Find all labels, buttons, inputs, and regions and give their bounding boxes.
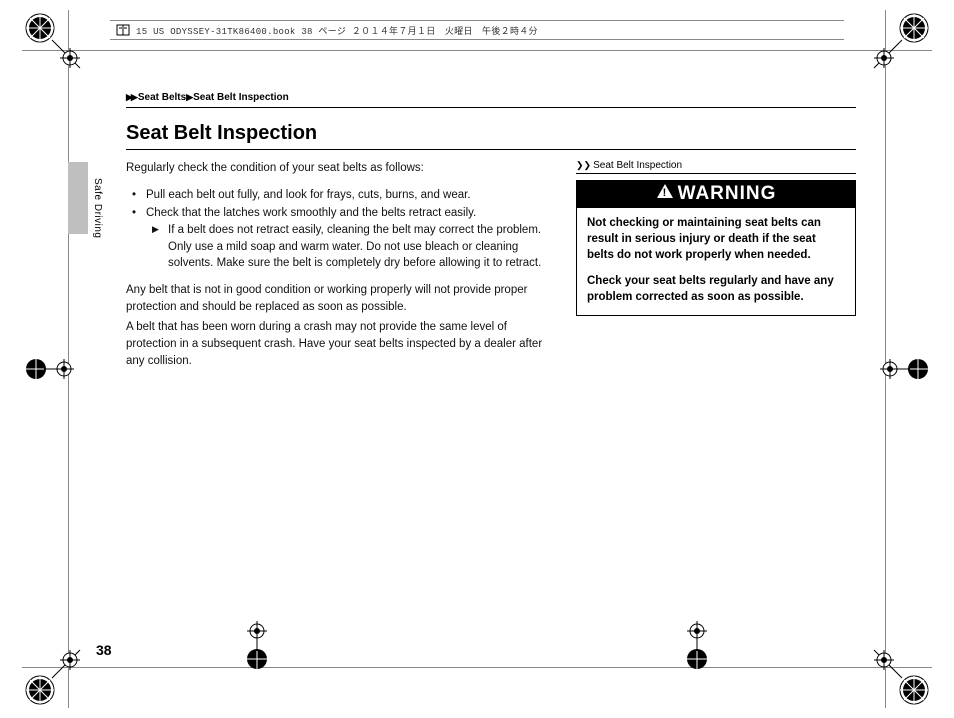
file-header-bar: 15 US ODYSSEY-31TK86400.book 38 ページ ２０１４… bbox=[110, 20, 844, 40]
page-number: 38 bbox=[96, 642, 112, 658]
registration-mark-icon bbox=[878, 342, 932, 396]
sidebar-heading: ❯❯Seat Belt Inspection bbox=[576, 160, 856, 174]
double-chevron-icon: ❯❯ bbox=[576, 160, 591, 170]
sub-list-item: If a belt does not retract easily, clean… bbox=[146, 222, 550, 272]
book-icon bbox=[116, 23, 130, 37]
sidebar-column: ❯❯Seat Belt Inspection ! WARNING Not che… bbox=[576, 160, 856, 369]
page-title: Seat Belt Inspection bbox=[126, 122, 856, 150]
section-tab bbox=[68, 162, 88, 234]
sidebar-heading-text: Seat Belt Inspection bbox=[593, 160, 682, 171]
manual-page: 15 US ODYSSEY-31TK86400.book 38 ページ ２０１４… bbox=[0, 0, 954, 718]
list-item-text: Check that the latches work smoothly and… bbox=[146, 207, 476, 219]
warning-paragraph: Check your seat belts regularly and have… bbox=[587, 273, 845, 305]
breadcrumb-seg: Seat Belts bbox=[138, 92, 186, 103]
two-column-layout: Regularly check the condition of your se… bbox=[126, 160, 856, 369]
breadcrumb-seg: Seat Belt Inspection bbox=[193, 92, 289, 103]
registration-mark-icon bbox=[872, 648, 932, 708]
triangle-right-icon: ▶▶ bbox=[126, 92, 136, 102]
warning-label: WARNING bbox=[678, 183, 777, 205]
content-area: ▶▶Seat Belts▶Seat Belt Inspection Seat B… bbox=[126, 86, 856, 638]
bullet-list: Pull each belt out fully, and look for f… bbox=[126, 187, 550, 272]
intro-text: Regularly check the condition of your se… bbox=[126, 160, 550, 177]
warning-body: Not checking or maintaining seat belts c… bbox=[577, 208, 855, 315]
crop-line bbox=[22, 667, 932, 668]
registration-mark-icon bbox=[22, 342, 76, 396]
list-item: Check that the latches work smoothly and… bbox=[138, 205, 550, 272]
crop-line bbox=[22, 50, 932, 51]
registration-mark-icon bbox=[22, 10, 82, 70]
warning-title-bar: ! WARNING bbox=[577, 181, 855, 208]
list-item: Pull each belt out fully, and look for f… bbox=[138, 187, 550, 204]
registration-mark-icon bbox=[872, 10, 932, 70]
triangle-right-icon: ▶ bbox=[186, 92, 191, 102]
main-text-column: Regularly check the condition of your se… bbox=[126, 160, 550, 369]
body-paragraph: Any belt that is not in good condition o… bbox=[126, 282, 550, 315]
registration-mark-icon bbox=[22, 648, 82, 708]
file-header-text: 15 US ODYSSEY-31TK86400.book 38 ページ ２０１４… bbox=[136, 24, 538, 37]
breadcrumb: ▶▶Seat Belts▶Seat Belt Inspection bbox=[126, 86, 856, 108]
warning-triangle-icon: ! bbox=[656, 183, 674, 205]
warning-paragraph: Not checking or maintaining seat belts c… bbox=[587, 215, 845, 263]
svg-text:!: ! bbox=[662, 187, 667, 199]
body-paragraph: A belt that has been worn during a crash… bbox=[126, 319, 550, 369]
section-tab-label: Safe Driving bbox=[92, 178, 103, 238]
warning-box: ! WARNING Not checking or maintaining se… bbox=[576, 180, 856, 316]
